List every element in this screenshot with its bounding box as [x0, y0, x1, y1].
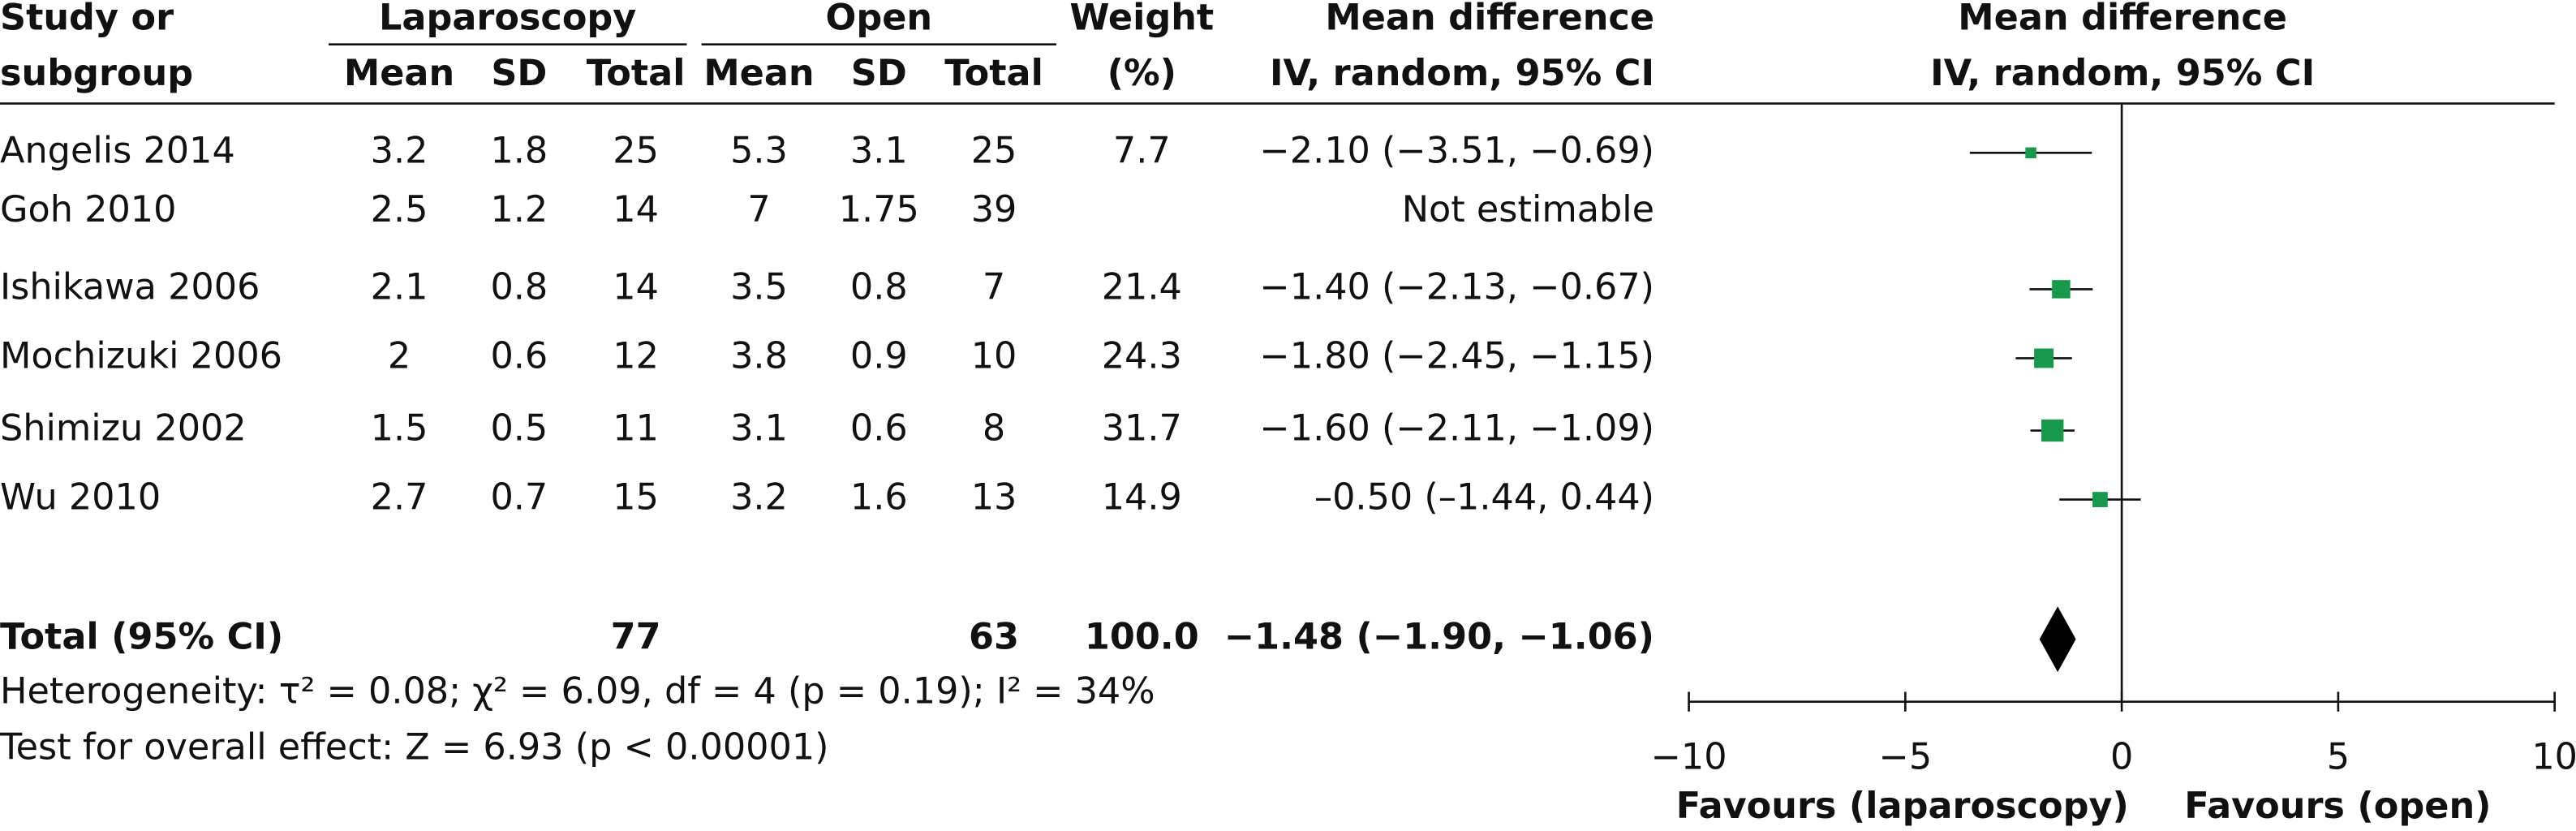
header: subgroup — [0, 52, 193, 94]
cell: 13 — [971, 476, 1017, 519]
heterogeneity: Heterogeneity: τ² = 0.08; χ² = 6.09, df … — [0, 670, 1155, 713]
cell: 0.9 — [850, 334, 908, 377]
cell: 1.2 — [490, 188, 548, 230]
x-tick-label: 10 — [2531, 736, 2576, 778]
cell: 39 — [971, 188, 1017, 230]
cell: 2 — [388, 334, 411, 377]
effect-label: Not estimable — [1402, 188, 1654, 230]
column-header: SD — [491, 52, 547, 94]
header: IV, random, 95% CI — [1930, 52, 2315, 94]
weight: 14.9 — [1102, 476, 1182, 519]
cell: 15 — [613, 476, 659, 519]
cell: 7 — [747, 188, 770, 230]
summary-diamond — [2039, 606, 2076, 673]
cell: 5.3 — [730, 129, 788, 171]
favours-label: Favours (laparoscopy) — [1676, 785, 2129, 827]
cell: 63 — [969, 616, 1019, 658]
x-tick-label: −10 — [1651, 736, 1727, 778]
effect-marker — [2025, 147, 2036, 159]
cell: 14 — [613, 188, 659, 230]
effect-marker — [2034, 348, 2054, 368]
cell: 1.75 — [839, 188, 919, 230]
cell: 0.8 — [490, 265, 548, 308]
column-header: Mean — [703, 52, 814, 94]
column-header: Total — [587, 52, 686, 94]
column-header: Mean — [344, 52, 454, 94]
cell: 3.2 — [371, 129, 428, 171]
x-tick-label: 5 — [2327, 736, 2350, 778]
cell: 8 — [983, 407, 1005, 450]
column-header: Total — [944, 52, 1043, 94]
cell: 0.7 — [490, 476, 548, 519]
x-tick-label: −5 — [1879, 736, 1933, 778]
cell: 2.1 — [371, 265, 428, 308]
cell: 1.5 — [371, 407, 428, 450]
study-name: Mochizuki 2006 — [0, 334, 282, 377]
weight: 31.7 — [1102, 407, 1182, 450]
cell: 12 — [613, 334, 659, 377]
study-name: Goh 2010 — [0, 188, 176, 230]
effect-label: −1.40 (−2.13, −0.67) — [1259, 265, 1654, 308]
cell: 3.2 — [730, 476, 788, 519]
header: Laparoscopy — [379, 0, 636, 38]
header: IV, random, 95% CI — [1270, 52, 1654, 94]
weight: 24.3 — [1102, 334, 1182, 377]
cell: 25 — [613, 129, 659, 171]
favours-label: Favours (open) — [2184, 785, 2491, 827]
cell: 0.6 — [850, 407, 908, 450]
header: Open — [825, 0, 932, 38]
column-header: SD — [851, 52, 907, 94]
cell: 11 — [613, 407, 659, 450]
cell: 1.6 — [850, 476, 908, 519]
effect-marker — [2052, 280, 2071, 299]
cell: 2.5 — [371, 188, 428, 230]
cell: 10 — [971, 334, 1017, 377]
header: (%) — [1107, 52, 1176, 94]
effect-label: −2.10 (−3.51, −0.69) — [1259, 129, 1654, 171]
x-tick-label: 0 — [2110, 736, 2133, 778]
cell: 77 — [611, 616, 661, 658]
weight: 21.4 — [1102, 265, 1182, 308]
header: Study or — [0, 0, 174, 38]
cell: 3.5 — [730, 265, 788, 308]
cell: 0.5 — [490, 407, 548, 450]
effect-label: −1.80 (−2.45, −1.15) — [1259, 334, 1654, 377]
cell: 2.7 — [371, 476, 428, 519]
effect-label: −1.48 (−1.90, −1.06) — [1224, 616, 1654, 658]
header: Weight — [1069, 0, 1214, 38]
effect-marker — [2041, 419, 2064, 442]
study-name: Angelis 2014 — [0, 129, 235, 171]
total-name: Total (95% CI) — [0, 616, 283, 658]
header: Mean difference — [1325, 0, 1654, 38]
cell: 3.8 — [730, 334, 788, 377]
cell: 0.6 — [490, 334, 548, 377]
cell: 3.1 — [730, 407, 788, 450]
weight: 7.7 — [1113, 129, 1171, 171]
study-name: Shimizu 2002 — [0, 407, 247, 450]
cell: 1.8 — [490, 129, 548, 171]
cell: 0.8 — [850, 265, 908, 308]
effect-label: –0.50 (–1.44, 0.44) — [1314, 476, 1654, 519]
effect-label: −1.60 (−2.11, −1.09) — [1259, 407, 1654, 450]
header: Mean difference — [1958, 0, 2287, 38]
weight: 100.0 — [1085, 616, 1199, 658]
cell: 25 — [971, 129, 1017, 171]
overall-effect: Test for overall effect: Z = 6.93 (p < 0… — [0, 726, 829, 768]
study-name: Wu 2010 — [0, 476, 161, 519]
cell: 14 — [613, 265, 659, 308]
effect-marker — [2092, 492, 2108, 507]
cell: 3.1 — [850, 129, 908, 171]
study-name: Ishikawa 2006 — [0, 265, 260, 308]
cell: 7 — [983, 265, 1005, 308]
